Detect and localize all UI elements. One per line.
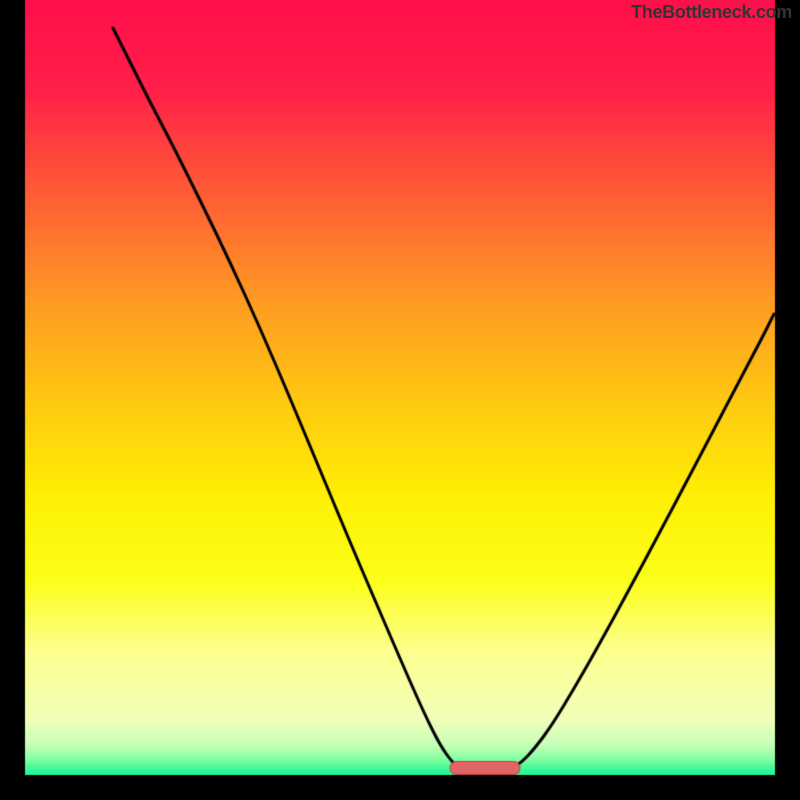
attribution-label: TheBottleneck.com	[631, 2, 792, 23]
bottleneck-chart: TheBottleneck.com	[0, 0, 800, 800]
chart-canvas	[0, 0, 800, 800]
